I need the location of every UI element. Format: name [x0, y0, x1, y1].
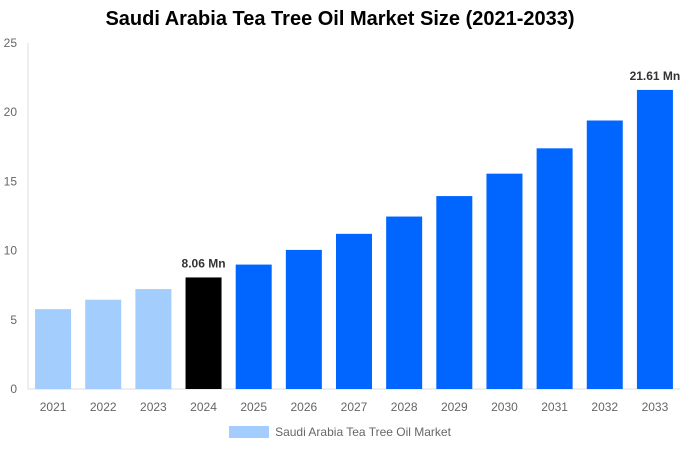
- bar-2028: [386, 216, 423, 389]
- data-label: 8.06 Mn: [182, 256, 226, 270]
- bar-2029: [436, 196, 473, 389]
- x-tick-label: 2032: [591, 400, 618, 414]
- y-tick-label: 0: [10, 382, 17, 396]
- bar-2026: [285, 249, 322, 389]
- x-tick-label: 2029: [441, 400, 468, 414]
- x-tick-label: 2031: [541, 400, 568, 414]
- bar-2022: [85, 299, 122, 389]
- bar-2021: [35, 309, 72, 389]
- y-tick-label: 5: [10, 313, 17, 327]
- data-label: 21.61 Mn: [630, 69, 680, 83]
- x-tick-label: 2033: [642, 400, 669, 414]
- bar-2027: [336, 233, 372, 389]
- x-tick-label: 2022: [90, 400, 117, 414]
- x-tick-label: 2030: [491, 400, 518, 414]
- bar-2033: [636, 89, 673, 389]
- bar-2023: [135, 289, 172, 389]
- x-tick-label: 2021: [40, 400, 67, 414]
- x-tick-label: 2023: [140, 400, 167, 414]
- bar-2031: [536, 148, 573, 389]
- x-tick-label: 2025: [240, 400, 267, 414]
- y-tick-label: 15: [4, 174, 18, 188]
- x-tick-label: 2026: [290, 400, 317, 414]
- chart-title: Saudi Arabia Tea Tree Oil Market Size (2…: [105, 8, 575, 30]
- legend: Saudi Arabia Tea Tree Oil Market: [0, 425, 680, 439]
- y-tick-label: 20: [4, 105, 18, 119]
- x-tick-label: 2027: [341, 400, 368, 414]
- legend-swatch: [229, 426, 270, 438]
- bar-2032: [586, 120, 623, 389]
- y-tick-label: 10: [4, 244, 18, 258]
- legend-label: Saudi Arabia Tea Tree Oil Market: [275, 425, 451, 439]
- y-tick-label: 25: [4, 36, 18, 50]
- bar-2025: [235, 264, 272, 389]
- x-tick-label: 2024: [190, 400, 217, 414]
- bar-2030: [486, 173, 523, 389]
- x-tick-label: 2028: [391, 400, 418, 414]
- bar-2024: [185, 277, 222, 389]
